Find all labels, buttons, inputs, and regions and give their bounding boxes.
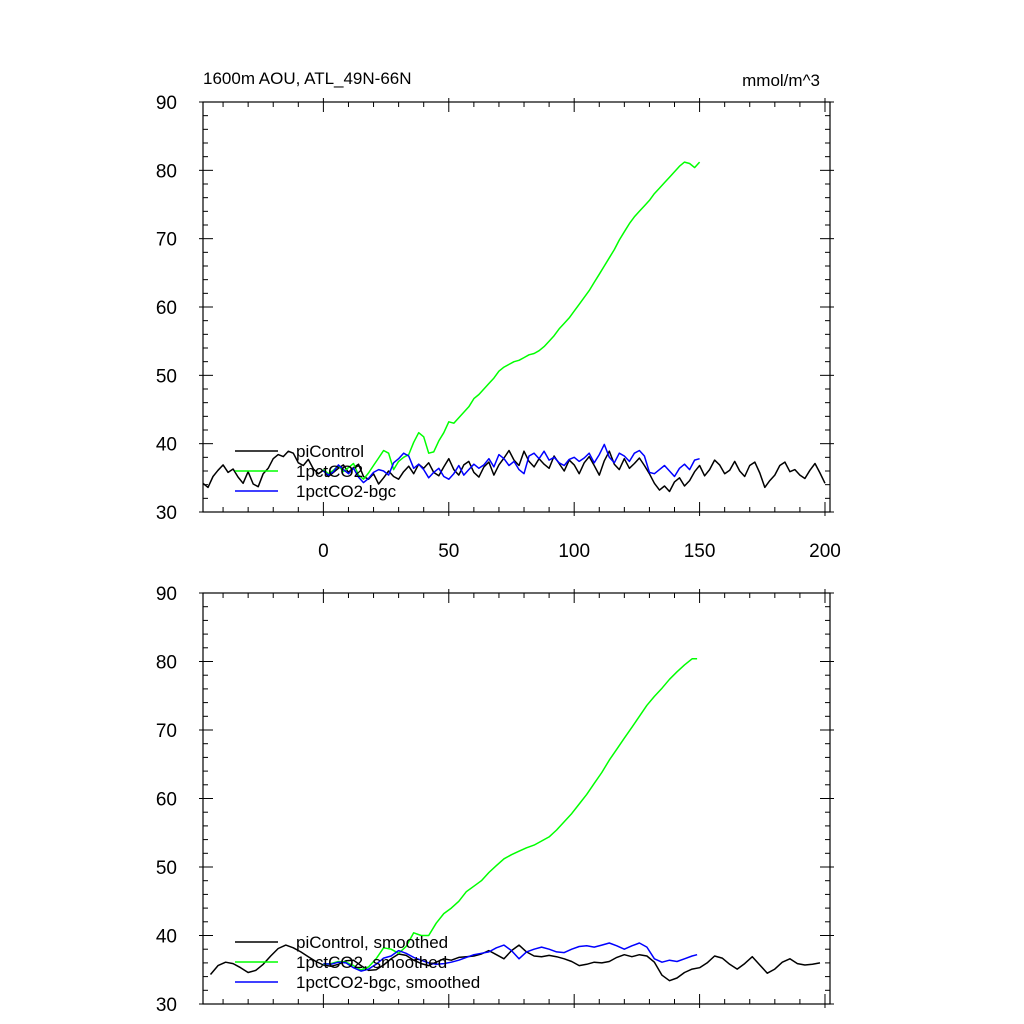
y-tick-label: 70 bbox=[156, 230, 177, 251]
y-tick-label: 50 bbox=[156, 858, 177, 879]
series-line-1pctco2 bbox=[322, 161, 701, 480]
y-tick-label: 90 bbox=[156, 93, 177, 114]
y-tick-label: 40 bbox=[156, 927, 177, 948]
legend-label: 1pctCO2 bbox=[296, 462, 363, 481]
x-tick-label: 100 bbox=[558, 541, 590, 562]
y-tick-label: 40 bbox=[156, 435, 177, 456]
series-line-1pctco2-bgc-smoothed bbox=[323, 942, 698, 972]
x-tick-label: 150 bbox=[684, 541, 716, 562]
series-line-picontrol bbox=[203, 449, 826, 493]
y-tick-label: 80 bbox=[156, 653, 177, 674]
units-label: mmol/m^3 bbox=[742, 71, 820, 90]
x-tick-label: 50 bbox=[438, 541, 459, 562]
y-tick-label: 60 bbox=[156, 298, 177, 319]
legend-label: piControl bbox=[296, 442, 364, 461]
y-tick-label: 30 bbox=[156, 503, 177, 524]
legend-label: piControl, smoothed bbox=[296, 933, 448, 952]
series-line-1pctco2-smoothed bbox=[323, 658, 698, 971]
x-tick-label: 0 bbox=[318, 541, 329, 562]
y-tick-label: 90 bbox=[156, 584, 177, 605]
panel-top: 0 50 100 150 20030405060708090piControl1pctC… bbox=[156, 93, 841, 562]
y-tick-label: 50 bbox=[156, 366, 177, 387]
legend-label: 1pctCO2, smoothed bbox=[296, 953, 447, 972]
y-tick-label: 60 bbox=[156, 790, 177, 811]
x-tick-label: 200 bbox=[809, 541, 841, 562]
y-tick-label: 70 bbox=[156, 721, 177, 742]
y-tick-label: 30 bbox=[156, 995, 177, 1016]
y-tick-label: 80 bbox=[156, 161, 177, 182]
series-line-picontrol-smoothed bbox=[209, 944, 821, 982]
legend-label: 1pctCO2-bgc, smoothed bbox=[296, 973, 480, 992]
series-line-1pctco2-bgc bbox=[322, 443, 700, 484]
chart-title: 1600m AOU, ATL_49N-66N bbox=[203, 69, 412, 88]
legend-label: 1pctCO2-bgc bbox=[296, 482, 397, 501]
